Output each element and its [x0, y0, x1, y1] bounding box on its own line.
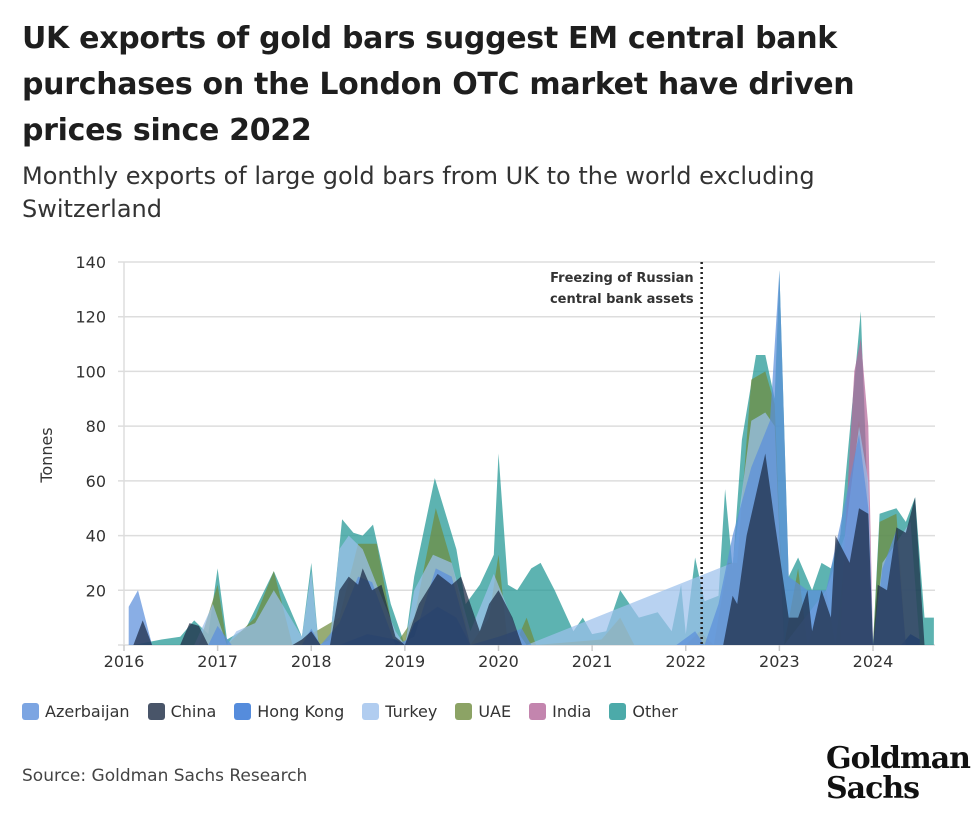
y-tick-label: 60	[86, 472, 106, 491]
y-tick-label: 80	[86, 417, 106, 436]
y-tick-label: 120	[75, 308, 106, 327]
annotation-text-line2: central bank assets	[550, 292, 694, 307]
x-tick-label: 2017	[197, 652, 238, 671]
chart-title: UK exports of gold bars suggest EM centr…	[22, 21, 855, 148]
legend-swatch	[455, 703, 473, 720]
y-tick-label: 140	[75, 253, 106, 272]
legend-label: UAE	[478, 702, 512, 721]
y-axis-label: Tonnes	[37, 427, 56, 483]
x-tick-label: 2020	[478, 652, 519, 671]
y-tick-label: 20	[86, 581, 106, 600]
legend-label: India	[552, 702, 592, 721]
legend: Azerbaijan China Hong Kong Turkey UAE India Ot…	[22, 702, 678, 721]
legend-item-other: Other	[609, 702, 678, 721]
legend-swatch	[529, 703, 547, 720]
legend-item-hong-kong: Hong Kong	[234, 702, 344, 721]
chart-subtitle: Monthly exports of large gold bars from …	[22, 162, 815, 223]
y-tick-label: 40	[86, 527, 106, 546]
legend-label: Turkey	[385, 702, 438, 721]
x-tick-label: 2021	[572, 652, 613, 671]
legend-swatch	[147, 703, 165, 720]
area-china	[133, 453, 925, 645]
legend-item-uae: UAE	[455, 702, 511, 721]
legend-item-china: China	[147, 702, 217, 721]
area-chart: 20 40 60 80 100 120 140 2016 2017 2018 2019 2020 202…	[37, 253, 935, 671]
legend-label: Azerbaijan	[45, 702, 130, 721]
logo-line-2: Sachs	[826, 771, 920, 806]
legend-swatch	[609, 703, 627, 720]
legend-swatch	[22, 703, 39, 720]
legend-label: Other	[632, 702, 678, 721]
legend-swatch	[234, 703, 252, 720]
legend-item-azerbaijan: Azerbaijan	[22, 702, 130, 721]
y-tick-label: 100	[75, 362, 106, 381]
goldman-sachs-logo: Goldman Sachs	[826, 741, 971, 806]
x-tick-label: 2023	[759, 652, 800, 671]
legend-item-turkey: Turkey	[362, 702, 437, 721]
x-tick-label: 2024	[853, 652, 894, 671]
legend-swatch	[362, 703, 380, 720]
annotation-text-line1: Freezing of Russian	[550, 271, 694, 286]
x-tick-label: 2019	[385, 652, 426, 671]
source-note: Source: Goldman Sachs Research	[22, 766, 308, 786]
legend-label: Hong Kong	[257, 702, 345, 721]
legend-label: China	[170, 702, 217, 721]
logo-line-1: Goldman	[826, 741, 971, 776]
x-tick-label: 2016	[104, 652, 145, 671]
legend-item-india: India	[529, 702, 591, 721]
area-other	[133, 270, 934, 645]
x-tick-label: 2022	[665, 652, 706, 671]
x-tick-label: 2018	[291, 652, 332, 671]
area-azerbaijan	[128, 270, 906, 645]
